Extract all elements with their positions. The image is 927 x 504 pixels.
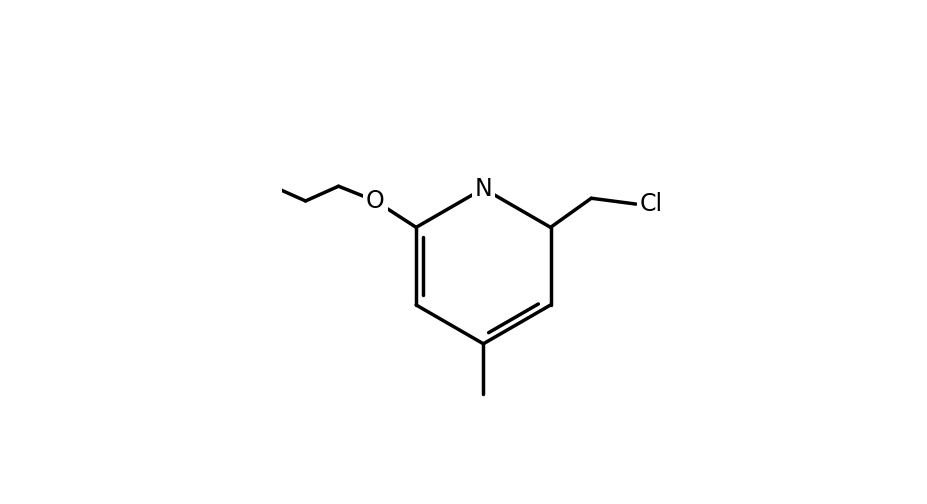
Text: N: N: [474, 176, 491, 201]
Text: Cl: Cl: [639, 192, 662, 216]
Text: O: O: [365, 189, 385, 213]
